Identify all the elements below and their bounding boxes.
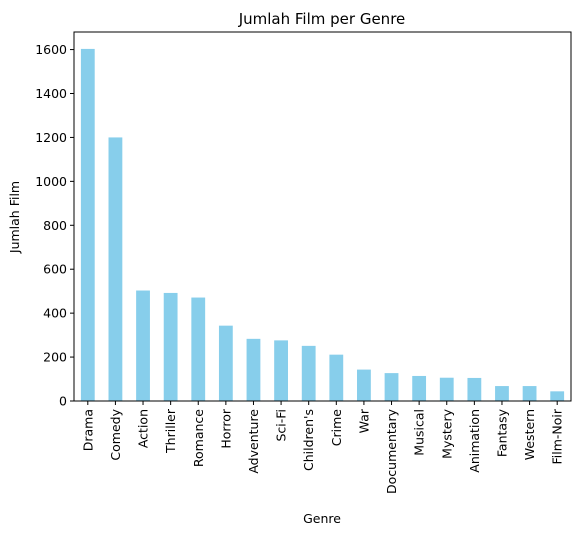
bar-sci-fi xyxy=(274,340,288,401)
x-tick-label: War xyxy=(356,408,371,433)
x-tick-label: Thriller xyxy=(163,408,178,454)
bar-mystery xyxy=(439,377,454,401)
bar-drama xyxy=(80,48,95,401)
x-tick-label: Documentary xyxy=(384,408,399,494)
y-tick-label: 1400 xyxy=(35,86,67,101)
x-tick-label: Children's xyxy=(301,409,316,471)
x-tick-label: Drama xyxy=(80,409,95,451)
x-axis-title: Genre xyxy=(303,511,341,526)
chart-title: Jumlah Film per Genre xyxy=(238,10,406,28)
y-tick-label: 1200 xyxy=(35,130,67,145)
y-tick-label: 1600 xyxy=(35,42,67,57)
y-tick-label: 600 xyxy=(43,262,67,277)
x-tick-label: Horror xyxy=(218,408,233,448)
bar-film-noir xyxy=(550,391,565,401)
bar-western xyxy=(522,386,537,401)
bar-thriller xyxy=(163,292,178,401)
y-tick-label: 200 xyxy=(43,350,67,365)
bar-war xyxy=(357,369,371,401)
x-tick-label: Fantasy xyxy=(494,408,509,457)
bar-crime xyxy=(329,354,344,401)
y-tick-label: 1000 xyxy=(35,174,67,189)
bar-fantasy xyxy=(495,386,509,401)
bar-documentary xyxy=(384,373,399,401)
x-tick-label: Film-Noir xyxy=(550,408,565,464)
bar-romance xyxy=(191,297,206,401)
x-axis: Drama Comedy Action Thriller Romance Horror Ad… xyxy=(80,401,565,494)
bar-adventure xyxy=(246,338,261,401)
x-tick-label: Romance xyxy=(191,409,206,467)
y-axis: 0 200 400 600 800 1000 1200 1400 1600 xyxy=(35,42,74,409)
x-tick-label: Sci-Fi xyxy=(274,409,289,442)
bar-action xyxy=(136,290,150,401)
x-tick-label: Animation xyxy=(467,409,482,473)
plot-frame xyxy=(73,31,572,402)
bars-group xyxy=(80,48,565,401)
bar-animation xyxy=(467,377,482,401)
bar-musical xyxy=(412,375,427,401)
x-tick-label: Mystery xyxy=(439,408,454,458)
x-tick-label: Crime xyxy=(329,409,344,447)
y-axis-title: Jumlah Film xyxy=(7,181,22,254)
x-tick-label: Musical xyxy=(412,409,427,456)
bar-children-s xyxy=(301,345,316,401)
x-tick-label: Comedy xyxy=(108,408,123,460)
bar-horror xyxy=(218,325,233,401)
x-tick-label: Action xyxy=(136,409,151,448)
x-tick-label: Western xyxy=(522,409,537,460)
y-tick-label: 800 xyxy=(43,218,67,233)
y-tick-label: 400 xyxy=(43,306,67,321)
y-tick-label: 0 xyxy=(59,394,67,409)
bar-comedy xyxy=(108,137,123,401)
x-tick-label: Adventure xyxy=(246,409,261,474)
